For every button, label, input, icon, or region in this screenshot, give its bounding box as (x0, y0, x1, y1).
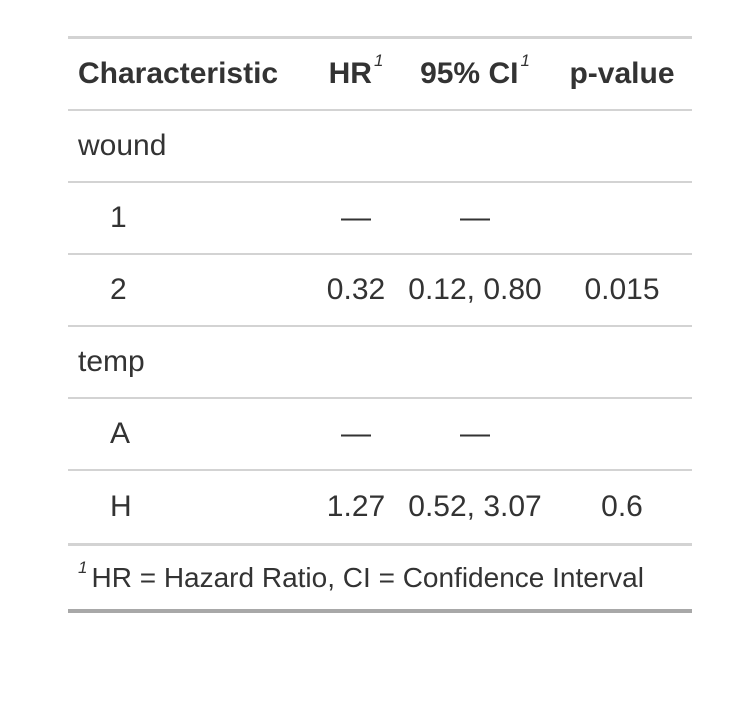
table-row: A — — (68, 399, 692, 471)
table-footnote: 1 HR = Hazard Ratio, CI = Confidence Int… (68, 543, 692, 613)
ci-cell: 0.12, 0.80 (408, 273, 542, 306)
hr-cell: — (341, 417, 371, 450)
table-row: H 1.27 0.52, 3.07 0.6 (68, 471, 692, 543)
hr-cell: — (341, 201, 371, 234)
table-header-row: Characteristic HR 1 95% CI 1 p-value (68, 39, 692, 111)
header-ci: 95% CI 1 (420, 51, 530, 90)
regression-table: Characteristic HR 1 95% CI 1 p-value wound… (68, 36, 692, 613)
ci-cell: — (460, 201, 490, 234)
level-label: H (110, 490, 132, 523)
table-row: 1 — — (68, 183, 692, 255)
group-label: temp (78, 345, 145, 378)
ci-cell: 0.52, 3.07 (408, 490, 542, 523)
pvalue-cell: 0.6 (601, 490, 643, 523)
footnote-marker: 1 (78, 557, 88, 577)
header-pvalue: p-value (569, 57, 675, 90)
hr-cell: 1.27 (326, 490, 386, 523)
level-label: 2 (110, 273, 127, 306)
footnote-marker: 1 (520, 51, 530, 70)
table-row: wound (68, 111, 692, 183)
ci-cell: — (460, 417, 490, 450)
table-row: 2 0.32 0.12, 0.80 0.015 (68, 255, 692, 327)
level-label: A (110, 417, 131, 450)
table-row: temp (68, 327, 692, 399)
group-label: wound (78, 129, 167, 162)
level-label: 1 (110, 201, 127, 234)
hr-cell: 0.32 (326, 273, 386, 306)
pvalue-cell: 0.015 (584, 273, 660, 306)
footnote-text: HR = Hazard Ratio, CI = Confidence Inter… (91, 561, 644, 593)
header-characteristic: Characteristic (78, 57, 279, 90)
header-hr: HR 1 (328, 51, 384, 90)
footnote-marker: 1 (373, 51, 384, 70)
top-rule (68, 36, 692, 39)
